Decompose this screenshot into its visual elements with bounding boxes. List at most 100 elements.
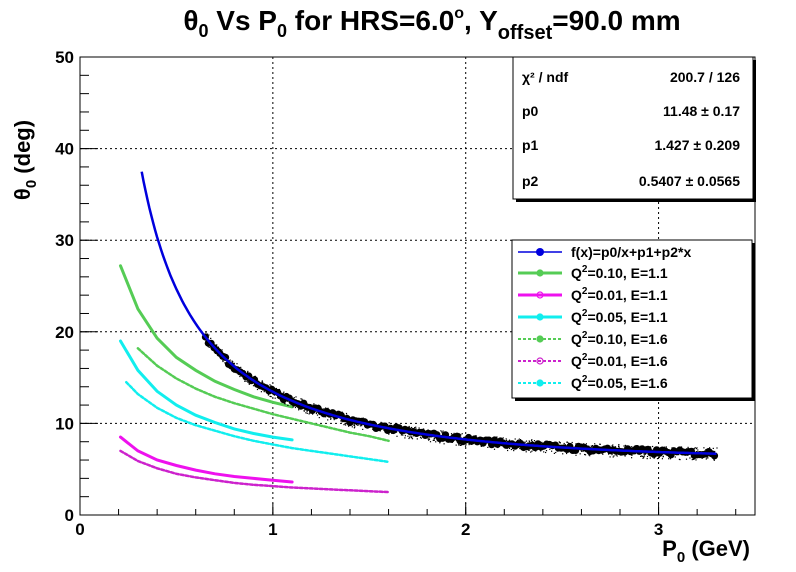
legend-marker: [536, 335, 544, 343]
data-point: [591, 445, 594, 447]
data-point: [612, 456, 614, 458]
data-point: [291, 404, 293, 406]
y-axis-label: θ0 (deg): [10, 120, 40, 200]
data-point: [615, 454, 617, 456]
data-point: [582, 450, 584, 452]
data-point: [545, 451, 547, 454]
data-point: [566, 452, 568, 455]
data-point: [533, 440, 536, 442]
data-point: [450, 433, 453, 435]
data-point: [590, 445, 592, 447]
y-tick-label: 0: [65, 506, 74, 525]
data-point: [410, 436, 412, 438]
data-point: [531, 439, 533, 441]
data-point: [341, 421, 343, 423]
data-point: [697, 449, 699, 451]
data-point: [460, 444, 462, 446]
data-point: [624, 455, 626, 457]
data-point: [508, 447, 511, 449]
data-point: [525, 440, 528, 442]
data-point: [267, 394, 269, 396]
data-point: [312, 404, 314, 406]
data-point: [306, 410, 308, 412]
data-point: [340, 420, 342, 422]
data-point: [388, 433, 390, 435]
data-point: [696, 447, 698, 449]
data-point: [301, 398, 303, 400]
data-point: [344, 423, 346, 425]
data-point: [359, 425, 361, 427]
data-point: [351, 426, 353, 428]
data-point: [562, 453, 564, 455]
data-point: [440, 430, 442, 432]
data-point: [343, 424, 345, 426]
data-point: [247, 370, 249, 372]
data-point: [433, 437, 436, 440]
legend-marker: [536, 291, 544, 299]
x-axis-label: P0 (GeV): [662, 536, 750, 566]
data-point: [323, 408, 325, 410]
legend-label: Q2=0.01, E=1.6: [571, 352, 668, 369]
data-point: [631, 446, 633, 448]
data-point: [671, 447, 673, 449]
data-point: [439, 442, 441, 444]
data-point: [400, 434, 402, 436]
data-point: [429, 441, 432, 443]
data-point: [460, 435, 462, 437]
data-point: [571, 441, 573, 444]
data-point: [362, 428, 364, 430]
data-point: [555, 451, 557, 454]
data-point: [356, 424, 358, 426]
data-point: [551, 450, 553, 452]
data-point: [274, 397, 276, 399]
data-point: [233, 362, 235, 364]
y-tick-label: 40: [55, 140, 74, 159]
data-point: [361, 425, 363, 427]
data-point: [269, 395, 271, 397]
data-point: [568, 442, 570, 444]
data-point: [432, 439, 434, 441]
data-point: [293, 397, 295, 399]
x-tick-label: 3: [654, 520, 663, 539]
data-point: [414, 427, 416, 429]
data-point: [631, 454, 633, 456]
data-point: [580, 450, 583, 452]
data-point: [609, 456, 611, 458]
data-point: [248, 383, 250, 385]
data-point: [239, 375, 241, 378]
legend-label: Q2=0.05, E=1.6: [571, 374, 668, 391]
stat-name: p0: [522, 103, 539, 119]
data-point: [306, 409, 308, 412]
legend-marker: [536, 313, 544, 321]
data-layer: [119, 171, 719, 494]
data-point: [260, 391, 262, 393]
data-point: [316, 414, 319, 416]
data-point: [408, 425, 410, 428]
data-point: [428, 438, 431, 440]
data-point: [396, 435, 398, 437]
y-tick-label: 50: [55, 48, 74, 67]
data-point: [357, 424, 359, 426]
legend-label: f(x)=p0/x+p1+p2*x: [571, 244, 691, 260]
data-point: [441, 431, 443, 433]
legend-marker: [536, 357, 544, 365]
data-point: [608, 453, 610, 455]
data-point: [418, 427, 420, 429]
data-point: [614, 446, 617, 448]
data-point: [528, 449, 530, 451]
data-point: [646, 455, 649, 458]
data-point: [232, 361, 234, 363]
legend-marker: [536, 248, 544, 256]
data-point: [222, 360, 224, 363]
data-point: [707, 457, 709, 459]
data-point: [653, 457, 655, 459]
stat-name: p2: [522, 173, 539, 189]
data-point: [687, 454, 689, 456]
model-curve: [119, 339, 294, 442]
data-point: [282, 392, 284, 394]
data-point: [295, 396, 297, 398]
data-point: [612, 444, 614, 446]
data-point: [517, 439, 519, 441]
data-point: [468, 444, 470, 446]
